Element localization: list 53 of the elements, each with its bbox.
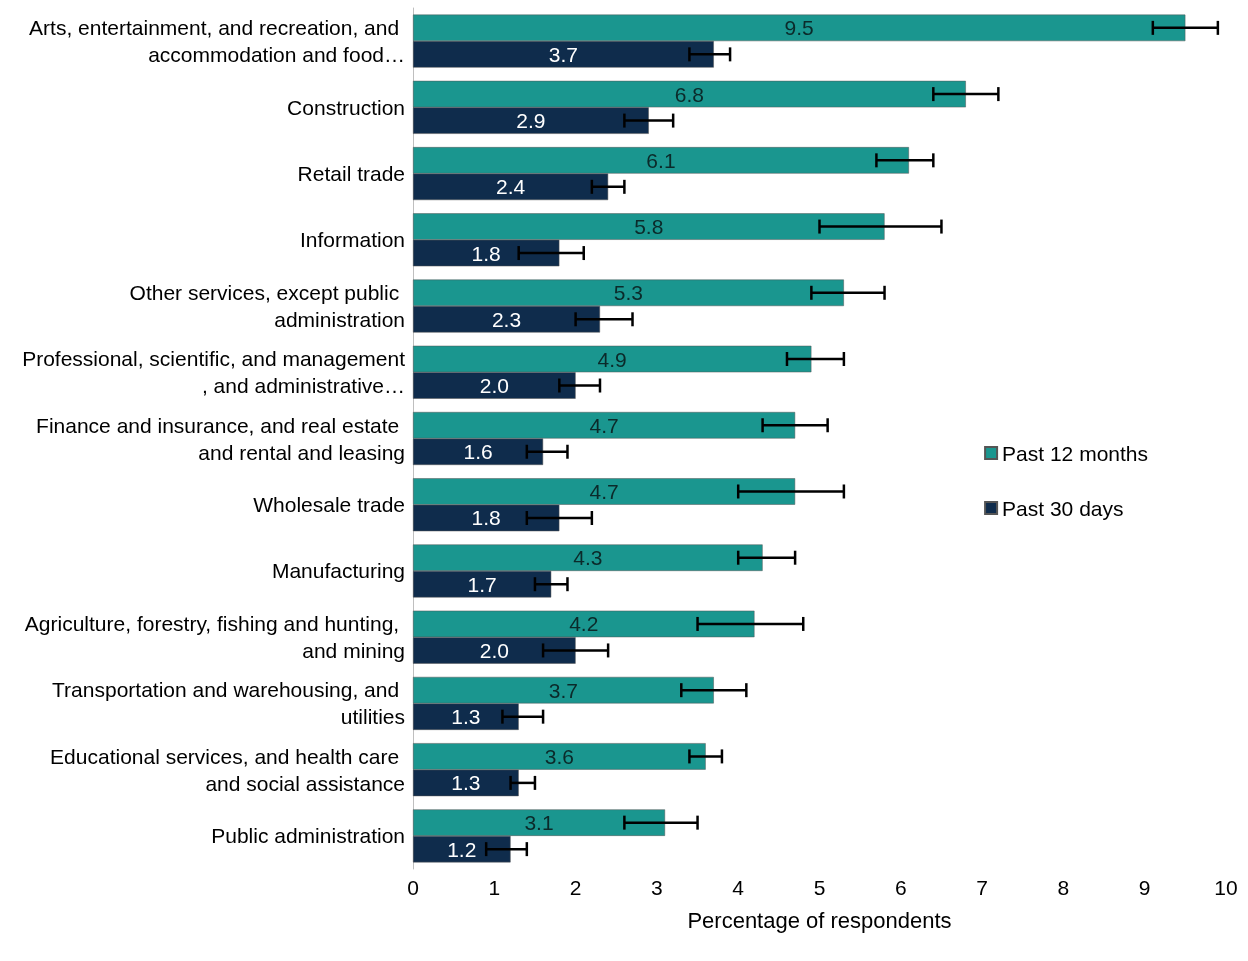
data-label: 2.9	[516, 109, 546, 133]
y-tick-label: Finance and insurance, and real estate and rental and leasing	[36, 413, 405, 464]
y-tick-label: Arts, entertainment, and recreation, and accommodation and food…	[29, 16, 405, 67]
data-label: 4.2	[569, 612, 599, 636]
y-tick-label: Professional, scientific, and management, and administrative…	[22, 347, 406, 398]
x-tick-label: 6	[894, 876, 907, 899]
data-label: 5.3	[613, 281, 644, 305]
data-label: 6.8	[674, 82, 705, 106]
data-label: 6.1	[646, 148, 676, 172]
x-tick-label: 2	[569, 876, 582, 899]
data-label: 1.7	[467, 572, 497, 596]
data-label: 1.8	[471, 241, 501, 265]
data-label: 2.4	[495, 175, 526, 199]
data-label: 5.8	[634, 215, 664, 239]
y-tick-label: Public administration	[211, 824, 405, 848]
data-label: 4.7	[589, 479, 619, 503]
x-tick-label: 9	[1138, 876, 1151, 899]
data-label: 1.2	[447, 837, 477, 861]
data-label: 3.7	[548, 678, 579, 702]
x-tick-label: 1	[488, 876, 501, 899]
legend-label: Past 12 months	[1002, 441, 1149, 465]
data-label: 1.3	[451, 771, 481, 795]
y-tick-label: Wholesale trade	[253, 493, 405, 517]
data-label: 4.7	[589, 413, 619, 437]
data-label: 2.3	[491, 307, 522, 331]
data-label: 4.3	[573, 546, 603, 570]
y-tick-label: Other services, except public administration	[129, 281, 405, 332]
x-tick-label: 10	[1214, 876, 1238, 899]
data-label: 9.5	[784, 16, 814, 40]
data-label: 1.8	[471, 506, 501, 530]
y-tick-label: Educational services, and health care and social assistance	[50, 744, 405, 795]
data-label: 1.3	[451, 705, 481, 729]
x-axis-title: Percentage of respondents	[687, 907, 952, 933]
y-tick-label: Construction	[287, 95, 405, 119]
y-tick-label: Transportation and warehousing, and utilities	[52, 678, 405, 729]
y-tick-label: Retail trade	[297, 162, 405, 186]
legend-label: Past 30 days	[1002, 496, 1124, 520]
data-label: 3.7	[548, 42, 579, 66]
x-tick-label: 0	[407, 876, 419, 899]
y-tick-label: Information	[299, 228, 405, 252]
x-tick-label: 5	[813, 876, 826, 899]
data-label: 3.6	[544, 744, 574, 768]
data-label: 2.0	[479, 638, 509, 662]
y-tick-label: Agriculture, forestry, fishing and hunting, and mining	[24, 612, 405, 663]
x-tick-label: 4	[732, 876, 745, 899]
x-tick-label: 7	[976, 876, 988, 899]
data-label: 2.0	[479, 374, 509, 398]
data-label: 3.1	[524, 811, 554, 835]
x-tick-label: 8	[1057, 876, 1070, 899]
data-label: 1.6	[463, 440, 493, 464]
y-tick-label: Manufacturing	[271, 559, 405, 583]
data-label: 4.9	[597, 347, 627, 371]
x-tick-label: 3	[651, 876, 663, 899]
